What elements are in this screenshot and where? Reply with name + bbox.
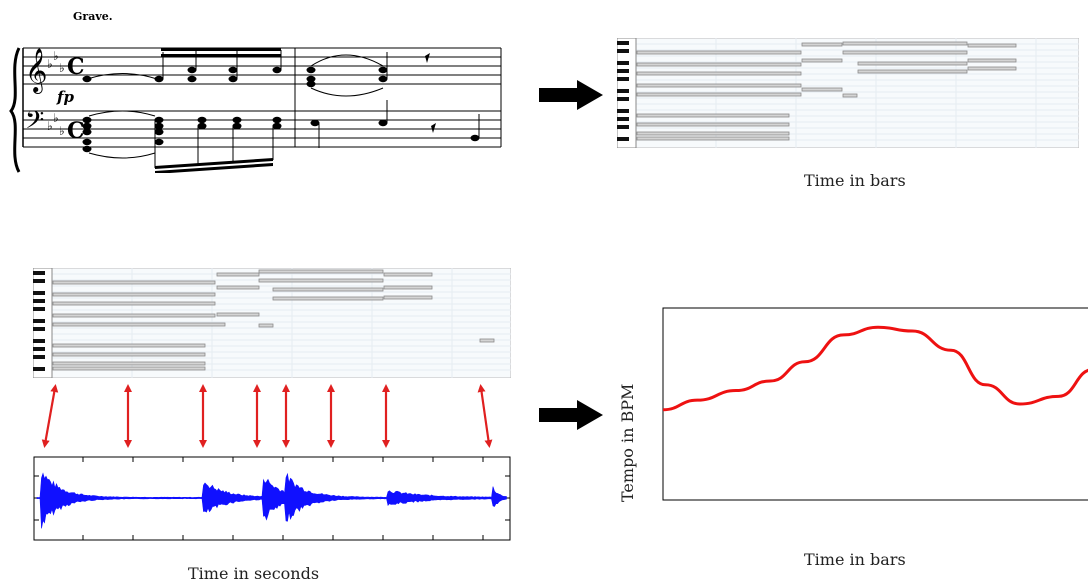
alignment-arrows — [33, 380, 511, 452]
treble-notes — [82, 48, 430, 97]
audio-waveform-svg — [33, 456, 511, 541]
bass-clef: 𝄢 — [25, 106, 44, 141]
tempo-chart: Tempo in BPM — [615, 300, 1088, 530]
waveform-ticks — [34, 457, 510, 540]
waveform-x-label: Time in seconds — [188, 564, 320, 583]
bass-notes — [82, 100, 480, 173]
sheet-music: Grave. 𝄞 𝄢 ♭ ♭ ♭ ♭ ♭ ♭ C C fp — [5, 8, 505, 173]
dynamic-marking: fp — [56, 88, 74, 106]
alignment-to-tempo-arrow — [539, 400, 603, 430]
top-pianoroll-svg — [617, 38, 1079, 148]
alignment-arrow-lines — [41, 384, 493, 448]
time-signature: C — [67, 54, 85, 80]
right-arrow-icon — [539, 400, 603, 430]
bottom-pianoroll-notes — [52, 269, 495, 371]
bass-staff — [23, 110, 501, 148]
alignment-arrow — [41, 384, 59, 448]
bottom-pianoroll-svg — [33, 268, 511, 378]
bottom-pianoroll-keyboard — [33, 268, 53, 378]
svg-text:♭: ♭ — [53, 49, 59, 63]
audio-waveform — [33, 456, 511, 541]
right-arrow-icon — [539, 80, 603, 110]
tempo-y-label: Tempo in BPM — [618, 384, 637, 502]
grand-staff-brace — [9, 47, 21, 173]
svg-text:♭: ♭ — [47, 119, 53, 133]
sheet-music-svg: Grave. 𝄞 𝄢 ♭ ♭ ♭ ♭ ♭ ♭ C C fp — [9, 10, 502, 173]
alignment-arrow — [477, 384, 493, 448]
alignment-arrows-svg — [41, 384, 493, 448]
svg-text:♭: ♭ — [53, 111, 59, 125]
svg-text:♭: ♭ — [59, 61, 65, 75]
svg-text:♭: ♭ — [59, 124, 65, 138]
treble-clef: 𝄞 — [25, 48, 47, 94]
top-pianoroll-notes — [636, 41, 1017, 141]
top-pianoroll-keyboard — [617, 38, 637, 148]
tempo-x-label: Time in bars — [804, 550, 906, 569]
waveform-trace — [36, 472, 507, 529]
top-pianoroll — [617, 38, 1079, 148]
tempo-series-line — [662, 325, 1088, 412]
treble-staff — [23, 47, 501, 85]
svg-text:♭: ♭ — [47, 57, 53, 71]
score-to-pianoroll-arrow — [539, 80, 603, 110]
bottom-pianoroll — [33, 268, 511, 378]
tempo-marking: Grave. — [73, 10, 113, 23]
time-signature-bass: C — [67, 118, 85, 144]
top-pianoroll-x-label: Time in bars — [804, 171, 906, 190]
tempo-chart-svg: Tempo in BPM — [618, 307, 1088, 502]
